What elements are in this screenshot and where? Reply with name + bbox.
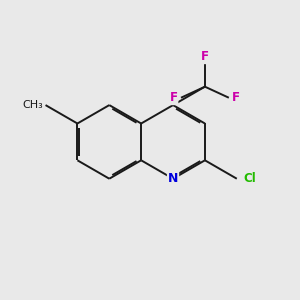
Text: F: F [201, 50, 209, 63]
Text: F: F [232, 91, 240, 104]
Text: N: N [168, 172, 178, 185]
Text: F: F [169, 91, 178, 104]
Text: Cl: Cl [243, 172, 256, 185]
Text: CH₃: CH₃ [22, 100, 43, 110]
